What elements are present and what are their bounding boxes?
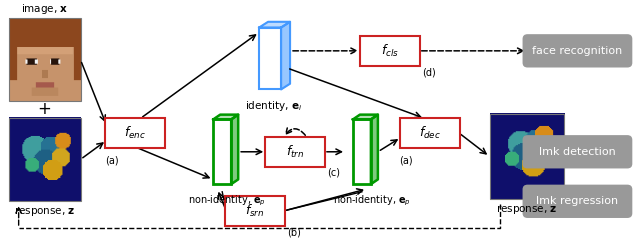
- Polygon shape: [353, 115, 378, 119]
- Bar: [259, 28, 281, 89]
- Bar: [353, 119, 371, 184]
- FancyBboxPatch shape: [106, 118, 165, 148]
- Text: $f_{enc}$: $f_{enc}$: [124, 125, 147, 141]
- Bar: [9, 118, 81, 201]
- Text: non-identity, $\mathbf{e}_p$: non-identity, $\mathbf{e}_p$: [188, 194, 266, 208]
- Bar: [213, 119, 231, 184]
- Text: response, $\mathbf{z}$: response, $\mathbf{z}$: [496, 203, 558, 216]
- Bar: [9, 18, 81, 101]
- Text: lmk regression: lmk regression: [536, 196, 618, 206]
- Polygon shape: [231, 115, 238, 184]
- Polygon shape: [259, 22, 290, 28]
- Text: identity, $\mathbf{e}_i$: identity, $\mathbf{e}_i$: [246, 99, 303, 113]
- Text: (b): (b): [287, 227, 301, 237]
- Text: $f_{dec}$: $f_{dec}$: [419, 125, 441, 141]
- Text: (c): (c): [327, 168, 340, 178]
- Text: non-identity, $\mathbf{e}_p$: non-identity, $\mathbf{e}_p$: [333, 194, 411, 208]
- Text: lmk detection: lmk detection: [539, 147, 616, 157]
- Text: $f_{trn}$: $f_{trn}$: [286, 144, 304, 160]
- FancyBboxPatch shape: [225, 196, 285, 226]
- Polygon shape: [371, 115, 378, 184]
- FancyBboxPatch shape: [265, 136, 325, 167]
- Text: face recognition: face recognition: [532, 46, 623, 56]
- Text: response, $\mathbf{z}$: response, $\mathbf{z}$: [14, 205, 76, 218]
- Text: $f_{cls}$: $f_{cls}$: [381, 43, 399, 59]
- Text: image, $\mathbf{x}$: image, $\mathbf{x}$: [21, 2, 68, 15]
- FancyBboxPatch shape: [400, 118, 460, 148]
- FancyBboxPatch shape: [360, 36, 420, 66]
- Bar: [490, 114, 564, 199]
- Text: (d): (d): [422, 67, 436, 77]
- Text: +: +: [38, 100, 52, 118]
- FancyBboxPatch shape: [522, 34, 632, 68]
- FancyBboxPatch shape: [522, 135, 632, 168]
- Text: (a): (a): [399, 156, 413, 166]
- Polygon shape: [213, 115, 238, 119]
- Text: (a): (a): [105, 156, 118, 166]
- Polygon shape: [281, 22, 290, 89]
- FancyBboxPatch shape: [522, 185, 632, 218]
- Text: $f_{srn}$: $f_{srn}$: [245, 203, 265, 219]
